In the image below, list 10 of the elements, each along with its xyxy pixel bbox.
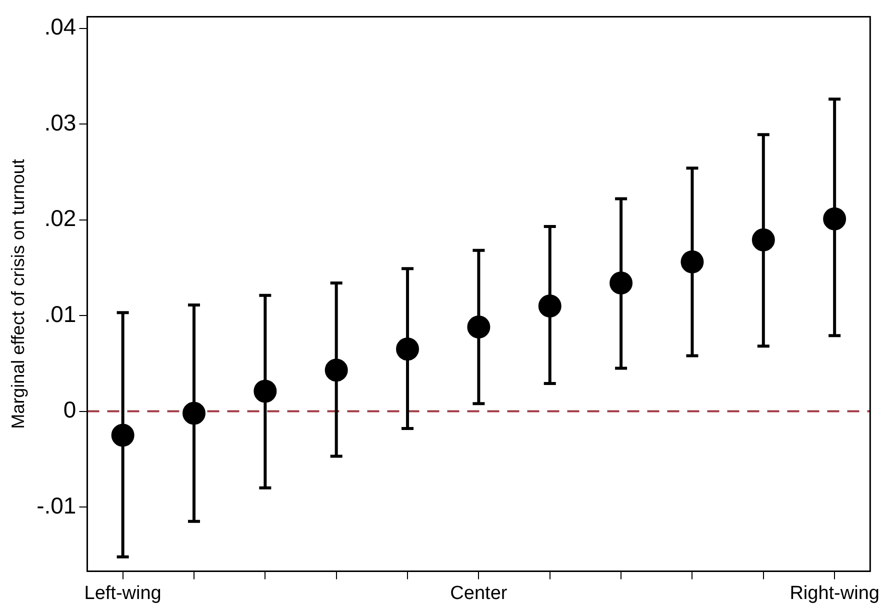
y-tick-label: -.01 bbox=[36, 492, 76, 518]
y-tick-label: .01 bbox=[44, 300, 76, 327]
y-tick-label: .02 bbox=[44, 205, 76, 232]
y-tick-label: .03 bbox=[44, 109, 76, 136]
y-axis-title: Marginal effect of crisis on turnout bbox=[8, 159, 28, 429]
x-tick-label: Right-wing bbox=[790, 582, 880, 604]
x-tick-label: Center bbox=[450, 582, 508, 604]
y-tick-label: 0 bbox=[63, 396, 76, 423]
x-tick-label: Left-wing bbox=[84, 582, 162, 604]
y-tick-label: .04 bbox=[44, 14, 76, 40]
